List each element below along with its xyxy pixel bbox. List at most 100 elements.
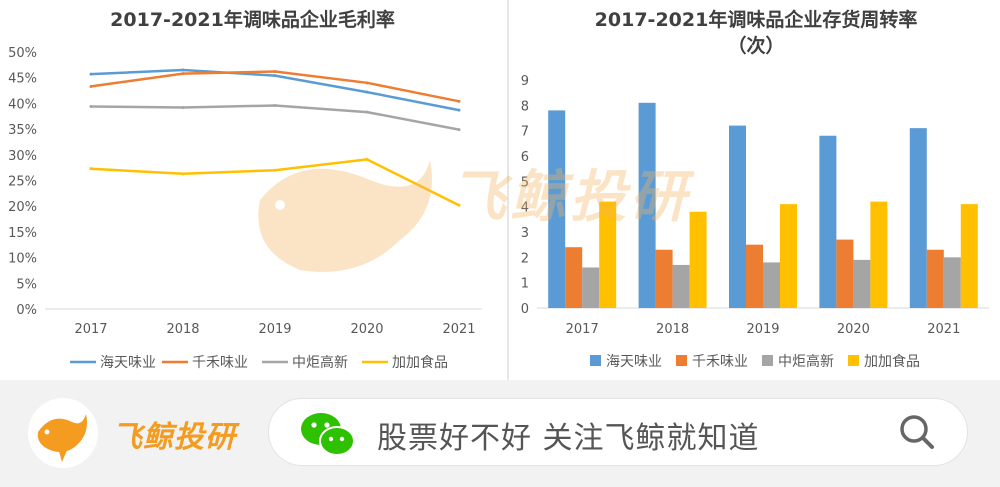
data-point	[457, 99, 461, 103]
bar	[943, 257, 961, 308]
x-tick-label: 2020	[350, 322, 383, 337]
y-tick-label: 25%	[8, 175, 37, 190]
y-tick-label: 15%	[8, 226, 37, 241]
data-point	[273, 168, 277, 172]
bar	[638, 102, 656, 308]
y-tick-label: 2	[521, 251, 529, 266]
x-tick-label: 2021	[442, 322, 475, 337]
x-tick-label: 2018	[656, 322, 689, 337]
legend-swatch	[676, 355, 687, 366]
bar	[819, 135, 837, 308]
bar	[870, 201, 888, 308]
data-point	[89, 104, 93, 108]
gross-margin-chart: 2017-2021年调味品企业毛利率 0% 5% 10% 15% 20% 25% 30% 35…	[0, 0, 505, 380]
bar	[909, 128, 927, 308]
y-tick-label: 4	[521, 201, 529, 216]
bar	[746, 244, 763, 308]
y-tick-label: 30%	[8, 149, 37, 164]
data-point	[181, 106, 185, 110]
bar	[599, 201, 617, 308]
legend-label: 海天味业	[100, 355, 156, 371]
bar	[655, 249, 673, 308]
bar	[582, 267, 600, 308]
y-tick-label: 8	[521, 99, 529, 114]
data-point	[365, 110, 369, 114]
y-tick-label: 5	[521, 175, 529, 190]
legend-label: 海天味业	[606, 354, 662, 370]
data-point	[457, 108, 461, 112]
legend-label: 千禾味业	[692, 354, 748, 370]
y-tick-label: 10%	[8, 252, 37, 267]
bar	[960, 204, 978, 308]
y-tick-label: 0	[521, 302, 529, 317]
data-point	[273, 74, 277, 78]
bar	[836, 239, 854, 308]
search-icon[interactable]	[897, 412, 937, 452]
bar	[780, 204, 797, 308]
data-point	[181, 172, 185, 176]
y-tick-label: 9	[521, 74, 529, 89]
data-point	[365, 81, 369, 85]
series-line	[90, 158, 460, 207]
footer-banner: 飞鲸投研 股票好不好 关注飞鲸就知道	[0, 380, 1000, 487]
y-tick-label: 6	[521, 150, 529, 165]
series-line	[90, 104, 460, 131]
legend-label: 加加食品	[392, 354, 448, 371]
y-tick-label: 40%	[8, 97, 37, 112]
y-tick-label: 35%	[8, 123, 37, 138]
bar	[548, 110, 566, 309]
gross-margin-chart-svg: 0% 5% 10% 15% 20% 25% 30% 35% 40% 45% 50% 2017 2018 2…	[8, 46, 482, 371]
bar	[672, 264, 690, 308]
data-point	[89, 84, 93, 88]
data-point	[457, 203, 461, 207]
x-tick-label: 2020	[837, 322, 870, 337]
inventory-turnover-chart-title-line1: 2017-2021年调味品企业存货周转率	[594, 9, 918, 31]
x-tick-label: 2019	[746, 322, 779, 337]
y-tick-label: 20%	[8, 200, 37, 215]
legend-swatch	[848, 355, 859, 366]
x-tick-label: 2017	[74, 322, 107, 337]
search-bar[interactable]: 股票好不好 关注飞鲸就知道	[268, 398, 968, 466]
legend-label: 中炬高新	[778, 353, 834, 370]
legend-label: 千禾味业	[192, 355, 248, 371]
bar	[763, 262, 780, 308]
y-tick-label: 45%	[8, 72, 37, 87]
x-tick-label: 2021	[927, 322, 960, 337]
data-point	[273, 70, 277, 74]
data-point	[365, 157, 369, 161]
legend-label: 中炬高新	[292, 354, 348, 371]
panel-divider	[507, 0, 509, 380]
x-tick-label: 2019	[258, 322, 291, 337]
data-point	[273, 103, 277, 107]
bar	[565, 247, 583, 308]
bar	[926, 249, 944, 308]
legend-label: 加加食品	[864, 353, 920, 370]
whale-logo-icon	[28, 398, 98, 468]
y-tick-label: 7	[521, 125, 529, 140]
inventory-turnover-chart-title-line2: （次）	[727, 35, 785, 57]
y-tick-label: 1	[521, 277, 529, 292]
legend-swatch	[590, 355, 601, 366]
wechat-icon	[301, 413, 355, 456]
data-point	[89, 72, 93, 76]
y-tick-label: 50%	[8, 46, 37, 61]
y-tick-label: 0%	[16, 303, 37, 318]
bar	[689, 211, 707, 308]
gross-margin-chart-title: 2017-2021年调味品企业毛利率	[110, 9, 395, 31]
legend-swatch	[762, 355, 773, 366]
bar	[853, 259, 871, 308]
data-point	[181, 72, 185, 76]
inventory-turnover-chart-svg: 0 1 2 3 4 5 6 7 8 9 2017 2018 2019 2020 2021 海天味业 千禾味业 中炬…	[521, 74, 989, 370]
inventory-turnover-chart: 2017-2021年调味品企业存货周转率 （次） 0 1 2 3 4 5 6 7 8 9 2017 2…	[512, 0, 1000, 380]
footer-brand: 飞鲸投研	[112, 420, 236, 455]
x-tick-label: 2017	[566, 322, 599, 337]
data-point	[181, 68, 185, 72]
data-point	[365, 90, 369, 94]
bar	[729, 125, 746, 308]
data-point	[89, 167, 93, 171]
data-point	[457, 128, 461, 132]
x-tick-label: 2018	[166, 322, 199, 337]
y-tick-label: 5%	[16, 277, 37, 292]
y-tick-label: 3	[521, 226, 529, 241]
search-text: 股票好不好 关注飞鲸就知道	[377, 421, 760, 456]
